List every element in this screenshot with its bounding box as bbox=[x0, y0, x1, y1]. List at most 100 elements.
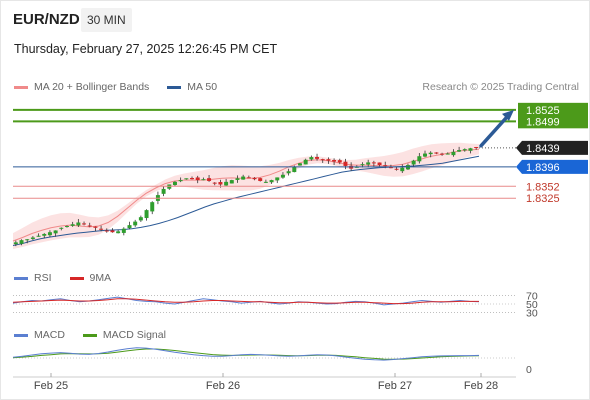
candle-body bbox=[93, 226, 98, 228]
legend-label-macd-signal: MACD Signal bbox=[102, 329, 166, 341]
x-tick-label: Feb 27 bbox=[378, 380, 412, 392]
rsi-tick-label: 70 bbox=[526, 290, 538, 302]
price-level: 1.8525 bbox=[13, 102, 588, 117]
candle bbox=[258, 177, 263, 182]
price-level: 1.8352 bbox=[13, 181, 560, 193]
candle-body bbox=[190, 178, 195, 180]
candle bbox=[411, 159, 416, 168]
legend-item-macd-signal: MACD Signal bbox=[82, 329, 166, 341]
candle bbox=[445, 152, 450, 155]
x-tick-label: Feb 26 bbox=[206, 380, 240, 392]
candle-body bbox=[178, 180, 183, 182]
candle-body bbox=[258, 178, 263, 181]
candle-body bbox=[47, 232, 52, 236]
candle bbox=[19, 239, 24, 246]
candle-body bbox=[36, 235, 41, 237]
candle bbox=[315, 153, 320, 161]
candle bbox=[70, 221, 75, 227]
x-axis: Feb 25 Feb 26 Feb 27 Feb 28 bbox=[13, 373, 516, 392]
legend-item-ma20: MA 20 + Bollinger Bands bbox=[14, 81, 149, 93]
pivot-label-bg bbox=[516, 159, 588, 174]
current-price-label: 1.8439 bbox=[526, 143, 560, 155]
candle-body bbox=[76, 222, 81, 226]
chart-credit: Research © 2025 Trading Central bbox=[422, 81, 579, 93]
x-tick-label: Feb 25 bbox=[34, 380, 68, 392]
candle-body bbox=[320, 159, 325, 161]
timeframe-button[interactable]: 30 MIN bbox=[81, 8, 132, 32]
candle bbox=[25, 239, 30, 244]
candle-body bbox=[423, 153, 428, 157]
candle bbox=[423, 150, 428, 158]
candle bbox=[297, 162, 302, 166]
candle bbox=[224, 178, 229, 187]
price-level: 1.8499 bbox=[13, 114, 588, 129]
candle bbox=[144, 209, 149, 221]
candle bbox=[457, 146, 462, 152]
legend-swatch-9ma bbox=[69, 276, 84, 280]
candle-body bbox=[371, 162, 376, 164]
candle-body bbox=[434, 152, 439, 154]
candle bbox=[93, 226, 98, 232]
resistance-label-bg bbox=[518, 114, 588, 129]
candle bbox=[275, 177, 280, 184]
candle-body bbox=[82, 223, 87, 225]
candle-body bbox=[326, 159, 331, 161]
candle-body bbox=[133, 221, 138, 226]
candle bbox=[474, 146, 479, 150]
candle bbox=[263, 179, 268, 184]
candles bbox=[13, 146, 479, 247]
candle bbox=[440, 152, 445, 156]
candle-body bbox=[462, 149, 467, 151]
candle bbox=[212, 182, 217, 186]
candle-body bbox=[315, 156, 320, 159]
candle bbox=[286, 168, 291, 176]
candle bbox=[252, 177, 257, 181]
bollinger-band-fill bbox=[13, 142, 479, 249]
candle-body bbox=[116, 231, 121, 234]
macd-line bbox=[12, 347, 480, 361]
candle-body bbox=[297, 163, 302, 166]
candle-body bbox=[70, 224, 75, 226]
candle-body bbox=[13, 242, 18, 245]
candle bbox=[59, 227, 64, 231]
candle-body bbox=[104, 230, 109, 232]
candle-body bbox=[229, 180, 234, 184]
candle bbox=[47, 230, 52, 237]
forecast-arrow-head bbox=[502, 109, 514, 121]
rsi-legend: RSI 9MA bbox=[14, 272, 129, 284]
candle-body bbox=[184, 178, 189, 180]
candle-body bbox=[110, 230, 115, 233]
macd-legend: MACD MACD Signal bbox=[14, 329, 184, 341]
candle-body bbox=[224, 181, 229, 186]
candle-body bbox=[474, 147, 479, 149]
candle-body bbox=[150, 202, 155, 212]
legend-swatch-macd bbox=[14, 333, 28, 337]
candle bbox=[161, 186, 166, 197]
candle bbox=[87, 222, 92, 228]
candle-body bbox=[332, 160, 337, 162]
rsi-tick-label: 50 bbox=[526, 299, 538, 311]
candle bbox=[13, 240, 18, 247]
resistance-label: 1.8499 bbox=[526, 116, 560, 128]
candle-body bbox=[457, 150, 462, 152]
candle-body bbox=[218, 182, 223, 185]
candle bbox=[428, 151, 433, 158]
macd-panel: 0 bbox=[12, 347, 532, 376]
forecast-arrow bbox=[479, 114, 510, 148]
candle-body bbox=[42, 233, 47, 236]
candle-body bbox=[309, 157, 314, 160]
candle-body bbox=[451, 151, 456, 156]
candle bbox=[150, 201, 155, 215]
candle bbox=[371, 160, 376, 167]
main-legend: MA 20 + Bollinger Bands MA 50 bbox=[14, 81, 235, 93]
candle-body bbox=[252, 177, 257, 180]
candle-body bbox=[417, 156, 422, 162]
candle-body bbox=[99, 228, 104, 230]
candle bbox=[468, 147, 473, 154]
candle bbox=[110, 228, 115, 233]
candle-body bbox=[25, 239, 30, 241]
candle bbox=[280, 172, 285, 179]
candle-body bbox=[87, 225, 92, 227]
candle-body bbox=[360, 164, 365, 166]
